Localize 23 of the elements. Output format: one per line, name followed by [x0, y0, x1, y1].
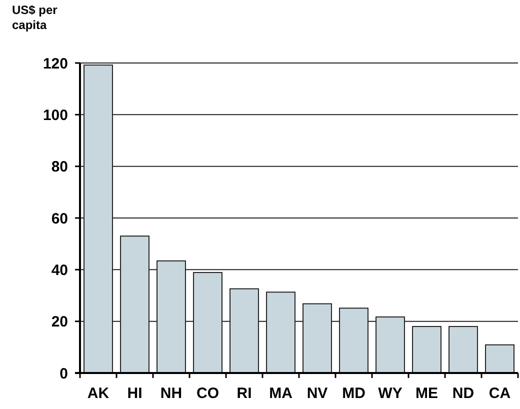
y-tick-label: 120 — [42, 55, 68, 72]
y-axis-title: US$ per capita — [12, 3, 58, 32]
x-tick-label: NH — [160, 385, 182, 402]
bar — [485, 344, 514, 374]
x-tick-label: ND — [452, 385, 474, 402]
x-tick-label: CO — [196, 385, 220, 402]
bar — [412, 326, 442, 374]
y-tick-label: 80 — [51, 158, 68, 176]
x-tick-label: HI — [127, 385, 142, 402]
x-tick-label: AK — [87, 385, 110, 402]
y-tick-label: 0 — [60, 365, 68, 382]
x-tick-label: CA — [488, 385, 511, 402]
x-tick-label: MD — [342, 385, 366, 402]
y-tick-label: 100 — [42, 106, 68, 124]
bar — [448, 326, 478, 374]
x-tick-label: WY — [378, 385, 402, 402]
x-tick-label: NV — [306, 385, 328, 402]
x-tick-label: ME — [416, 385, 438, 402]
x-tick-label: MA — [269, 385, 293, 402]
x-tick-label: RI — [236, 385, 252, 402]
y-tick-label: 60 — [51, 210, 68, 228]
y-tick-label: 40 — [51, 262, 68, 279]
y-tick-label: 20 — [51, 314, 68, 331]
